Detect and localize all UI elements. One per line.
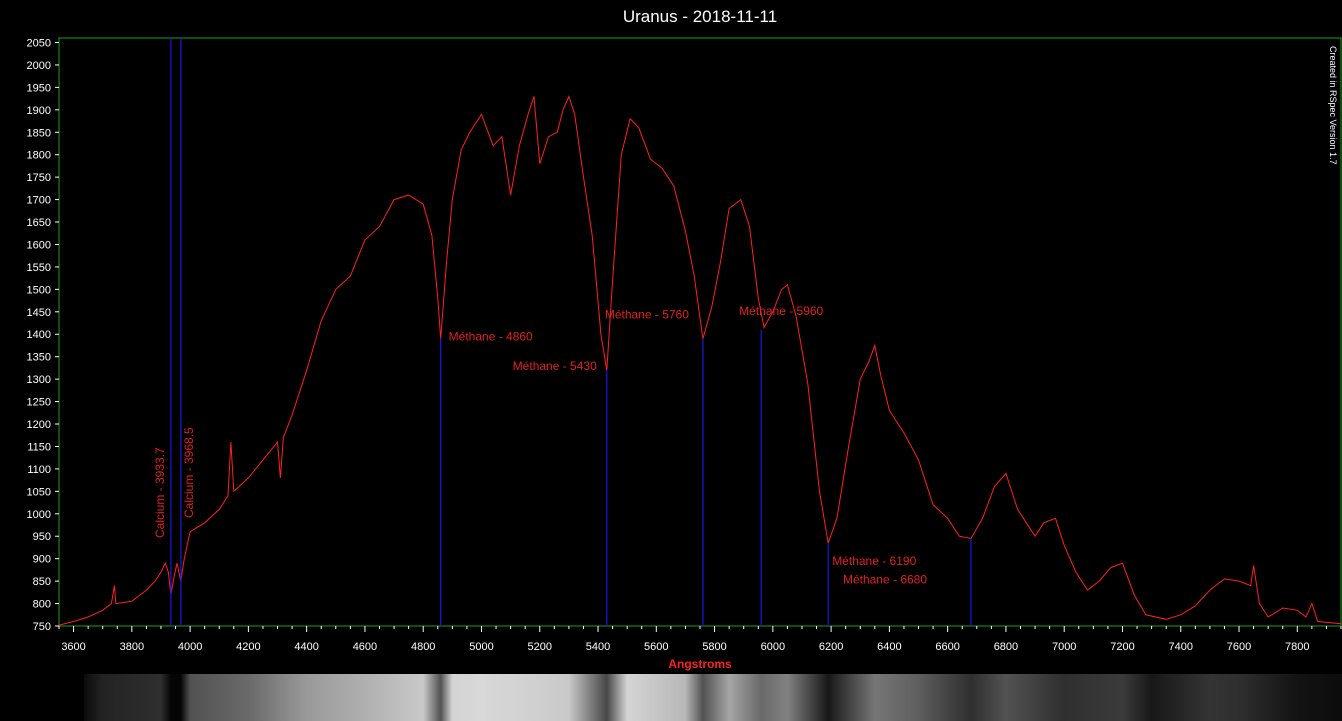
y-tick-label: 1450 (27, 307, 51, 319)
x-tick-label: 4200 (236, 641, 260, 653)
x-tick-label: 5200 (528, 641, 552, 653)
y-tick-label: 1350 (27, 352, 51, 364)
series-group (58, 94, 1342, 626)
x-tick-label: 5000 (469, 641, 493, 653)
y-tick-label: 1500 (27, 284, 51, 296)
y-tick-label: 1850 (27, 127, 51, 139)
y-tick-label: 900 (33, 554, 51, 566)
annotation-group: Calcium - 3933.7 Calcium - 3968.5 Méthane … (153, 38, 972, 626)
y-tick-label: 1100 (27, 464, 51, 476)
x-tick-label: 6400 (877, 641, 901, 653)
x-tick-label: 7200 (1110, 641, 1134, 653)
x-tick-label: 6000 (761, 641, 785, 653)
y-tick-label: 1050 (27, 486, 51, 498)
y-tick-label: 1700 (27, 195, 51, 207)
x-tick-label: 5600 (644, 641, 668, 653)
marker-label: Méthane - 4860 (449, 330, 533, 344)
y-tick-label: 1300 (27, 374, 51, 386)
x-axis: 3600 3800 4000 4200 4400 4600 4800 5000 5200 5400… (58, 626, 1342, 653)
marker-label: Méthane - 5960 (739, 304, 823, 318)
y-tick-label: 1400 (27, 329, 51, 341)
spectrum-strip (84, 674, 1342, 721)
y-tick-label: 1800 (27, 150, 51, 162)
x-tick-label: 6800 (994, 641, 1018, 653)
x-tick-label: 3600 (61, 641, 85, 653)
marker-label: Calcium - 3968.5 (182, 427, 196, 518)
chart-title: Uranus - 2018-11-11 (623, 7, 777, 26)
y-tick-label: 1200 (27, 419, 51, 431)
x-tick-label: 4600 (353, 641, 377, 653)
spectrum-line (58, 94, 1342, 626)
y-tick-label: 1900 (27, 105, 51, 117)
x-tick-label: 7400 (1169, 641, 1193, 653)
x-tick-label: 5400 (586, 641, 610, 653)
credit-text: Created in RSpec Version 1.7 (1328, 46, 1338, 165)
y-tick-label: 1000 (27, 509, 51, 521)
y-tick-label: 750 (33, 621, 51, 633)
marker-label: Méthane - 6190 (832, 554, 916, 568)
y-tick-label: 2050 (27, 37, 51, 49)
marker-label: Méthane - 5760 (605, 308, 689, 322)
y-tick-label: 1550 (27, 262, 51, 274)
x-tick-label: 3800 (120, 641, 144, 653)
y-axis: 750 800 850 900 950 1000 1050 1100 1150 1200 1250 1… (27, 37, 59, 633)
x-tick-label: 7800 (1285, 641, 1309, 653)
y-tick-label: 1950 (27, 82, 51, 94)
y-tick-label: 1650 (27, 217, 51, 229)
y-tick-label: 950 (33, 531, 51, 543)
x-axis-label: Angstroms (668, 657, 732, 671)
x-tick-label: 7600 (1227, 641, 1251, 653)
y-tick-label: 1150 (27, 441, 51, 453)
y-tick-label: 800 (33, 599, 51, 611)
y-tick-label: 850 (33, 576, 51, 588)
marker-label: Calcium - 3933.7 (153, 447, 167, 538)
y-tick-label: 1250 (27, 397, 51, 409)
x-tick-label: 4400 (294, 641, 318, 653)
y-tick-label: 1750 (27, 172, 51, 184)
marker-label: Méthane - 6680 (843, 572, 927, 586)
x-tick-label: 6600 (935, 641, 959, 653)
y-tick-label: 1600 (27, 239, 51, 251)
x-tick-label: 6200 (819, 641, 843, 653)
y-tick-label: 2000 (27, 60, 51, 72)
x-tick-label: 7000 (1052, 641, 1076, 653)
marker-label: Méthane - 5430 (513, 359, 597, 373)
x-tick-label: 5800 (702, 641, 726, 653)
x-tick-label: 4800 (411, 641, 435, 653)
x-tick-label: 4000 (178, 641, 202, 653)
